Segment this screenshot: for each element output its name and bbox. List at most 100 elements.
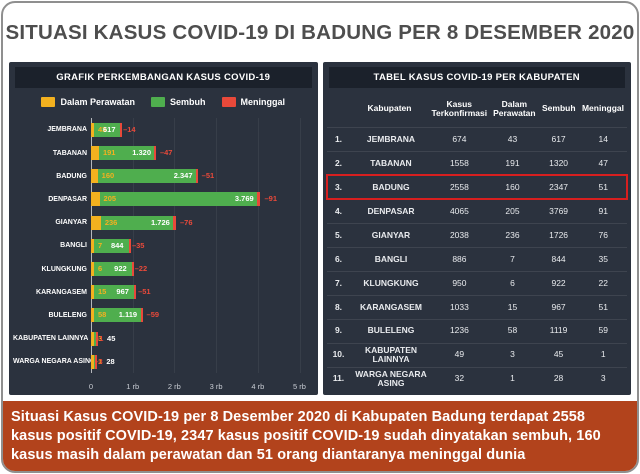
bar-segment-sembuh [94,331,96,346]
bar-segment-perawatan [91,238,94,253]
cell-sembuh: 3769 [549,205,569,216]
row-number: 1. [334,134,343,145]
bar-segment-perawatan [91,192,100,207]
bar-segment-sembuh [94,122,120,137]
bar-value-perawatan: 58 [98,310,107,320]
cell-kabupaten: KABUPATEN LAINNYA [364,344,418,365]
bar-category-label: JEMBRANA [47,126,87,134]
cell-sembuh: 844 [551,253,566,264]
bar-segment-sembuh [97,169,196,184]
bar-segment-meninggal [129,238,132,253]
bar-segment-meninggal [134,285,137,300]
cell-meninggal: 51 [598,181,608,192]
bar-track: 160 2.347 –51 [91,169,300,184]
cell-perawatan: 7 [510,253,515,264]
cell-terkonfirmasi: 49 [454,349,465,360]
bar-value-perawatan: 205 [103,194,117,204]
bar-chart: JEMBRANA 43 617 –14 TABANAN 191 1.320 –47 BADUNG… [13,118,308,391]
cell-meninggal: 14 [598,134,608,145]
bar-segment-sembuh [98,146,154,161]
gridline [216,118,218,374]
table-header-cell: Kabupaten [367,103,412,114]
row-number: 5. [334,229,343,240]
cell-meninggal: 47 [598,158,608,169]
cell-terkonfirmasi: 1236 [449,325,469,336]
bar-value-perawatan: 236 [104,217,118,227]
cell-kabupaten: KLUNGKUNG [363,277,419,288]
table-header-row: Kabupaten Kasus Terkonfirmasi Dalam Perawa… [327,91,628,127]
bar-category-label: DENPASAR [48,195,87,203]
bar-segment-meninggal [154,146,156,161]
bar-value-perawatan: 160 [101,171,115,181]
cell-kabupaten: JEMBRANA [366,134,416,145]
row-number: 6. [334,253,343,264]
bar-value-perawatan: 6 [98,264,103,274]
bar-value-perawatan: 191 [102,148,116,158]
bar-category-label: KABUPATEN LAINNYA [13,335,89,343]
bar-category-label: WARGA NEGARA ASING [13,358,96,366]
bar-segment-meninggal [256,192,261,207]
bar-value-meninggal: –14 [123,124,136,134]
cell-kabupaten: DENPASAR [367,205,415,216]
row-number: 11. [332,373,345,384]
bar-value-perawatan: 1 [98,356,103,366]
cell-kabupaten: BADUNG [372,181,410,192]
cell-perawatan: 236 [505,229,520,240]
cell-sembuh: 967 [551,301,566,312]
bar-category-label: KLUNGKUNG [41,265,88,273]
cell-kabupaten: BANGLI [374,253,408,264]
bar-segment-perawatan [91,146,99,161]
table-row: 2. TABANAN 1558 191 1320 47 [326,151,627,175]
bar-segment-meninggal [140,308,144,323]
table-body: 1. JEMBRANA 674 43 617 14 2. TABANAN 1558 191 1320… [325,127,628,390]
cell-terkonfirmasi: 2558 [449,181,469,192]
bar-row: GIANYAR 236 1.726 –76 [13,215,300,230]
bar-segment-meninggal [95,354,98,369]
cell-kabupaten: TABANAN [370,158,412,169]
bar-value-sembuh: 1.726 [151,217,170,227]
cell-sembuh: 28 [553,373,564,384]
cell-sembuh: 1726 [549,229,569,240]
x-tick-label: 5 rb [293,382,306,392]
content-panels: GRAFIK PERKEMBANGAN KASUS COVID-19 Dalam… [3,62,637,396]
bar-track: 205 3.769 –91 [91,192,300,207]
cell-terkonfirmasi: 2038 [449,229,469,240]
bar-value-sembuh: 3.769 [234,194,254,204]
bar-track: 3 45 –1 [91,331,300,346]
bar-value-sembuh: 28 [106,356,115,366]
bar-value-meninggal: –35 [131,240,145,250]
bar-value-sembuh: 617 [103,124,116,134]
bar-value-perawatan: 3 [98,333,103,343]
cell-perawatan: 58 [507,325,518,336]
bar-segment-perawatan [91,262,94,277]
bar-value-sembuh: 922 [114,264,127,274]
bar-segment-perawatan [91,169,98,184]
x-tick-label: 4 rb [251,382,265,392]
table-panel: TABEL KASUS COVID-19 PER KABUPATEN Kabup… [322,62,631,396]
bar-track: 236 1.726 –76 [91,215,300,230]
gridline [174,118,176,374]
cell-kabupaten: GIANYAR [371,229,411,240]
table-header-cell: Sembuh [542,103,576,114]
row-number: 10. [332,349,345,360]
row-number: 3. [334,181,343,192]
cell-meninggal: 22 [598,277,608,288]
table-row: 1. JEMBRANA 674 43 617 14 [326,127,627,151]
row-number: 4. [334,205,343,216]
cell-terkonfirmasi: 886 [452,253,467,264]
covid-table: Kabupaten Kasus Terkonfirmasi Dalam Perawa… [325,91,628,390]
bar-segment-perawatan [91,331,94,346]
cell-perawatan: 1 [510,373,515,384]
cell-terkonfirmasi: 32 [454,373,465,384]
legend-swatch-icon [41,97,56,108]
bar-segment-sembuh [94,354,96,369]
gridline [257,118,259,374]
bar-row: BULELENG 58 1.119 –59 [13,308,300,323]
x-tick-label: 1 rb [126,382,140,392]
bar-segment-sembuh [99,192,257,207]
legend-label: Meninggal [240,97,286,108]
cell-perawatan: 205 [505,205,520,216]
bar-segment-meninggal [119,122,122,137]
x-tick-label: 3 rb [209,382,223,392]
